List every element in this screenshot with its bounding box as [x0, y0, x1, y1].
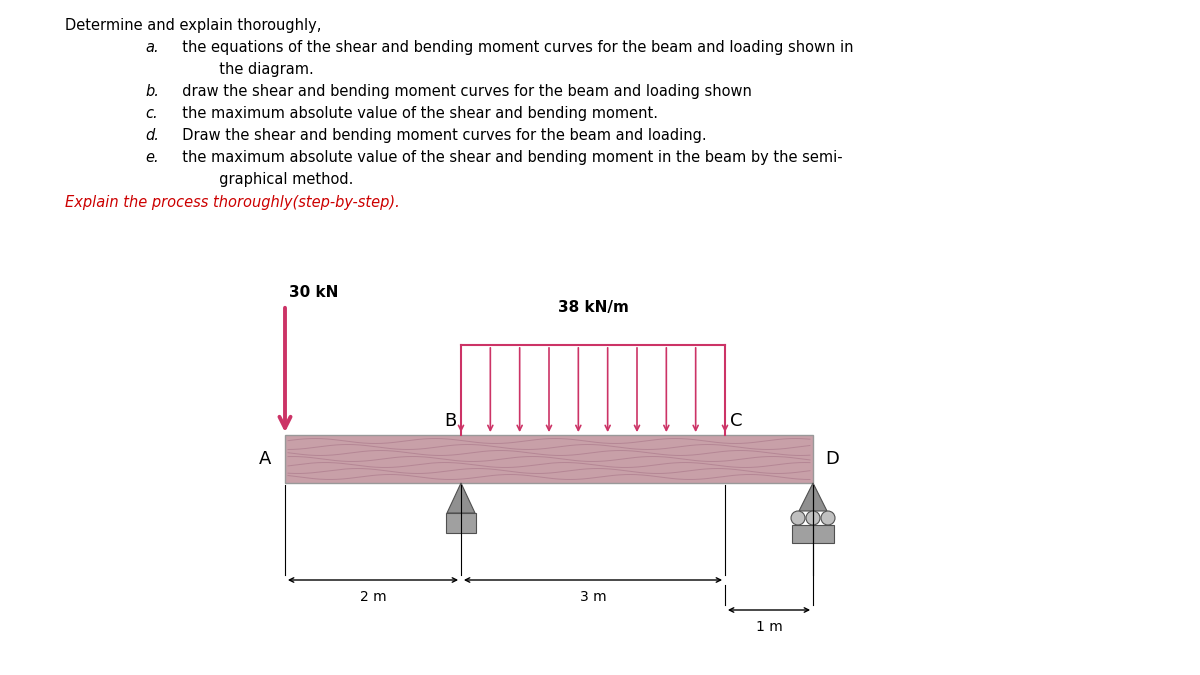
Text: C: C — [730, 412, 743, 430]
Text: b.: b. — [145, 84, 158, 99]
Text: the maximum absolute value of the shear and bending moment.: the maximum absolute value of the shear … — [173, 106, 658, 121]
Polygon shape — [799, 483, 827, 511]
Bar — [446, 513, 476, 533]
Text: a.: a. — [145, 40, 158, 55]
Text: 1 m: 1 m — [756, 620, 782, 634]
Circle shape — [791, 511, 805, 525]
Text: 38 kN/m: 38 kN/m — [558, 300, 629, 315]
Text: Determine and explain thoroughly,: Determine and explain thoroughly, — [65, 18, 322, 33]
Text: B: B — [444, 412, 456, 430]
Bar — [286, 435, 814, 483]
Text: 30 kN: 30 kN — [289, 285, 338, 300]
Polygon shape — [446, 483, 475, 513]
Circle shape — [821, 511, 835, 525]
Text: A: A — [259, 450, 271, 468]
Text: d.: d. — [145, 128, 158, 143]
Text: D: D — [826, 450, 839, 468]
Text: e.: e. — [145, 150, 158, 165]
Text: the diagram.: the diagram. — [173, 62, 313, 77]
Text: the equations of the shear and bending moment curves for the beam and loading sh: the equations of the shear and bending m… — [173, 40, 853, 55]
Circle shape — [806, 511, 820, 525]
Text: 3 m: 3 m — [580, 590, 606, 604]
Text: Draw the shear and bending moment curves for the beam and loading.: Draw the shear and bending moment curves… — [173, 128, 707, 143]
Text: draw the shear and bending moment curves for the beam and loading shown: draw the shear and bending moment curves… — [173, 84, 752, 99]
Text: graphical method.: graphical method. — [173, 172, 353, 187]
Text: c.: c. — [145, 106, 157, 121]
Bar — [792, 525, 834, 543]
Text: the maximum absolute value of the shear and bending moment in the beam by the se: the maximum absolute value of the shear … — [173, 150, 842, 165]
Text: Explain the process thoroughly(step-by-step).: Explain the process thoroughly(step-by-s… — [65, 195, 400, 210]
Text: 2 m: 2 m — [360, 590, 386, 604]
